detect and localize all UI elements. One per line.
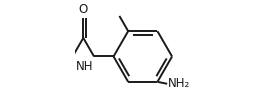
Text: O: O (79, 3, 88, 16)
Text: NH: NH (76, 60, 93, 73)
Text: NH₂: NH₂ (168, 77, 190, 90)
